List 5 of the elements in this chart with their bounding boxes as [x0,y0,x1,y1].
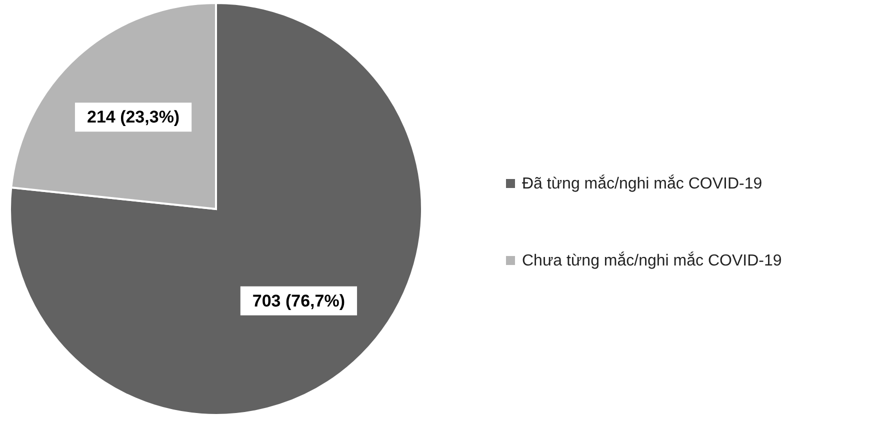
legend-label: Chưa từng mắc/nghi mắc COVID-19 [522,252,782,270]
data-label: 214 (23,3%) [86,108,180,127]
data-label: 703 (76,7%) [252,291,346,310]
pie-slice [9,2,423,416]
legend-label: Đã từng mắc/nghi mắc COVID-19 [522,174,762,192]
